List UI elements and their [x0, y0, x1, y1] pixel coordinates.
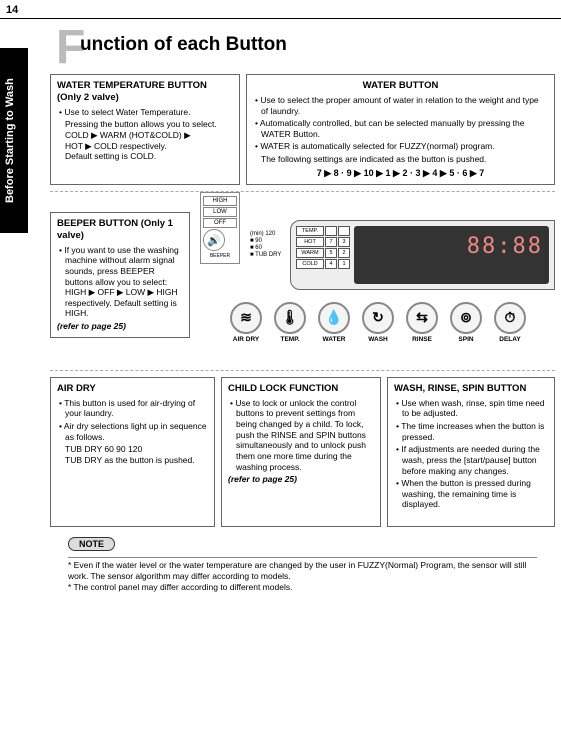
- wrs-box: WASH, RINSE, SPIN BUTTON Use when wash, …: [387, 377, 555, 527]
- airdry-box: AIR DRY This button is used for air-dryi…: [50, 377, 215, 527]
- label: TEMP.: [280, 336, 299, 343]
- childlock-box: CHILD LOCK FUNCTION Use to lock or unloc…: [221, 377, 381, 527]
- control-panel: TEMP. HOT73 WARM52 COLD41 88:88: [290, 220, 555, 290]
- label: WARM: [296, 248, 324, 258]
- cell: 5: [325, 248, 337, 258]
- cell: [325, 226, 337, 236]
- page-number: 14: [6, 4, 18, 16]
- label: TEMP.: [296, 226, 324, 236]
- knob-rinse[interactable]: ⇆ RINSE: [406, 302, 438, 343]
- beeper-box: BEEPER BUTTON (Only 1 valve) If you want…: [50, 212, 190, 338]
- rinse-icon: ⇆: [406, 302, 438, 334]
- label: WATER: [323, 336, 346, 343]
- water-sequence: 7 ▶ 8 · 9 ▶ 10 ▶ 1 ▶ 2 · 3 ▶ 4 ▶ 5 · 6 ▶…: [253, 168, 548, 179]
- water-temp-box: WATER TEMPERATURE BUTTON (Only 2 valve) …: [50, 74, 240, 185]
- label: ■ TUB DRY: [250, 252, 281, 258]
- wrs-header: WASH, RINSE, SPIN BUTTON: [394, 383, 548, 395]
- text: HOT ▶ COLD respectively.: [65, 141, 233, 152]
- cell: 3: [338, 237, 350, 247]
- airdry-header: AIR DRY: [57, 383, 208, 395]
- label: OFF: [203, 218, 237, 228]
- knob-wash[interactable]: ↻ WASH: [362, 302, 394, 343]
- label: ■ 90: [250, 238, 281, 244]
- cell: 2: [338, 248, 350, 258]
- label: SPIN: [458, 336, 473, 343]
- text: If adjustments are needed during the was…: [396, 444, 548, 476]
- note-line: Even if the water level or the water tem…: [68, 560, 545, 582]
- text: TUB DRY 60 90 120: [65, 444, 208, 455]
- text: Automatically controlled, but can be sel…: [255, 118, 548, 139]
- text: Pressing the button allows you to select…: [65, 119, 233, 130]
- text: Use to select the proper amount of water…: [255, 95, 548, 116]
- airdry-icon: ≋: [230, 302, 262, 334]
- side-tab: Before Starting to Wash: [0, 48, 28, 233]
- temp-grid: TEMP. HOT73 WARM52 COLD41: [296, 226, 350, 284]
- label: ■ 60: [250, 245, 281, 251]
- text: TUB DRY as the button is pushed.: [65, 455, 208, 466]
- speaker-icon: 🔊: [203, 229, 225, 251]
- beeper-header: BEEPER BUTTON (Only 1 valve): [57, 218, 183, 242]
- text: Use to select Water Temperature.: [59, 107, 233, 118]
- cell: [338, 226, 350, 236]
- cell: 4: [325, 259, 337, 269]
- text: When the button is pressed during washin…: [396, 478, 548, 510]
- label: AIR DRY: [233, 336, 259, 343]
- label: LOW: [203, 207, 237, 217]
- text: If you want to use the washing machine w…: [59, 245, 183, 319]
- dry-indicator: (min) 120 ■ 90 ■ 60 ■ TUB DRY: [250, 230, 281, 259]
- childlock-header: CHILD LOCK FUNCTION: [228, 383, 374, 395]
- label: WASH: [368, 336, 388, 343]
- knob-water[interactable]: 💧 WATER: [318, 302, 350, 343]
- knob-temp[interactable]: 🌡 TEMP.: [274, 302, 306, 343]
- water-button-box: WATER BUTTON Use to select the proper am…: [246, 74, 555, 185]
- wash-icon: ↻: [362, 302, 394, 334]
- label: HOT: [296, 237, 324, 247]
- note-line: The control panel may differ according t…: [68, 582, 545, 593]
- knob-row: ≋ AIR DRY 🌡 TEMP. 💧 WATER ↻ WASH ⇆ RINSE ⊚ SPI…: [230, 302, 526, 343]
- text: This button is used for air-drying of yo…: [59, 398, 208, 419]
- spin-icon: ⊚: [450, 302, 482, 334]
- knob-spin[interactable]: ⊚ SPIN: [450, 302, 482, 343]
- cell: 7: [325, 237, 337, 247]
- temp-icon: 🌡: [274, 302, 306, 334]
- water-icon: 💧: [318, 302, 350, 334]
- beeper-indicator: HIGH LOW OFF 🔊 BEEPER: [200, 192, 240, 264]
- text: Air dry selections light up in sequence …: [59, 421, 208, 442]
- childlock-ref: (refer to page 25): [228, 474, 374, 485]
- text: Use to lock or unlock the control button…: [230, 398, 374, 472]
- label: DELAY: [499, 336, 520, 343]
- beeper-ref: (refer to page 25): [57, 321, 183, 332]
- text: WATER is automatically selected for FUZZ…: [255, 141, 548, 152]
- cell: 1: [338, 259, 350, 269]
- label: COLD: [296, 259, 324, 269]
- text: The following settings are indicated as …: [253, 154, 548, 165]
- digital-display: 88:88: [354, 226, 549, 284]
- text: Use when wash, rinse, spin time need to …: [396, 398, 548, 419]
- label: BEEPER: [203, 252, 237, 260]
- label: RINSE: [412, 336, 432, 343]
- note-rule: [68, 557, 537, 558]
- text: Default setting is COLD.: [65, 151, 233, 162]
- page-title: unction of each Button: [80, 34, 287, 56]
- water-temp-header: WATER TEMPERATURE BUTTON (Only 2 valve): [57, 80, 233, 104]
- label: HIGH: [203, 196, 237, 206]
- delay-icon: ⏱: [494, 302, 526, 334]
- note-label: NOTE: [68, 537, 115, 551]
- panel-diagram: BEEPER BUTTON (Only 1 valve) If you want…: [50, 191, 555, 371]
- text: COLD ▶ WARM (HOT&COLD) ▶: [65, 130, 233, 141]
- knob-airdry[interactable]: ≋ AIR DRY: [230, 302, 262, 343]
- text: The time increases when the button is pr…: [396, 421, 548, 442]
- content-area: WATER TEMPERATURE BUTTON (Only 2 valve) …: [50, 74, 555, 593]
- top-rule: [0, 18, 561, 19]
- water-button-header: WATER BUTTON: [253, 80, 548, 92]
- note-text: Even if the water level or the water tem…: [50, 560, 555, 593]
- knob-delay[interactable]: ⏱ DELAY: [494, 302, 526, 343]
- label: (min) 120: [250, 231, 281, 237]
